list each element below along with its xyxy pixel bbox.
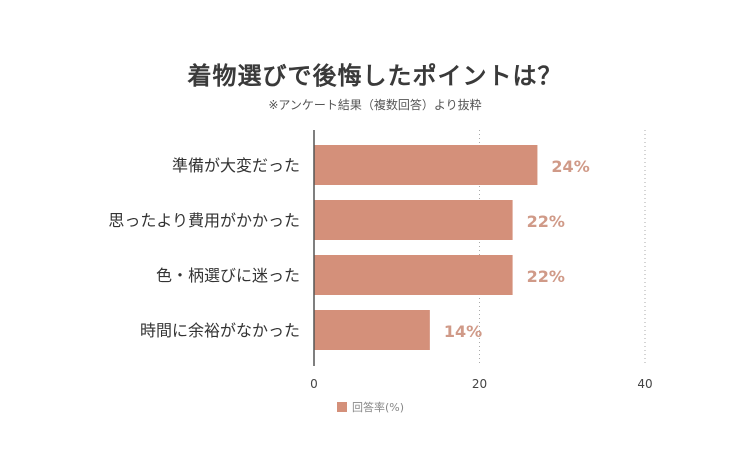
legend-label: 回答率(%) <box>352 401 405 414</box>
category-label-3: 色・柄選びに迷った <box>156 266 300 285</box>
category-label-4: 時間に余裕がなかった <box>140 321 300 340</box>
legend-swatch <box>337 402 347 412</box>
category-label-1: 準備が大変だった <box>172 156 300 175</box>
data-label-3: 22% <box>527 267 565 286</box>
legend: 回答率(%) <box>337 399 404 415</box>
data-label-2: 22% <box>527 212 565 231</box>
x-tick-label-20: 20 <box>472 377 487 391</box>
chart-title: 着物選びで後悔したポイントは？ <box>187 62 563 90</box>
bar-1 <box>314 145 538 185</box>
bar-2 <box>314 200 513 240</box>
bar-4 <box>314 310 430 350</box>
category-label-2: 思ったより費用がかかった <box>108 211 300 230</box>
bar-3 <box>314 255 513 295</box>
x-tick-label-0: 0 <box>310 377 318 391</box>
data-label-4: 14% <box>444 322 482 341</box>
x-tick-label-40: 40 <box>637 377 652 391</box>
data-label-1: 24% <box>551 157 589 176</box>
chart-subtitle: ※アンケート結果（複数回答）より抜粋 <box>268 98 482 112</box>
